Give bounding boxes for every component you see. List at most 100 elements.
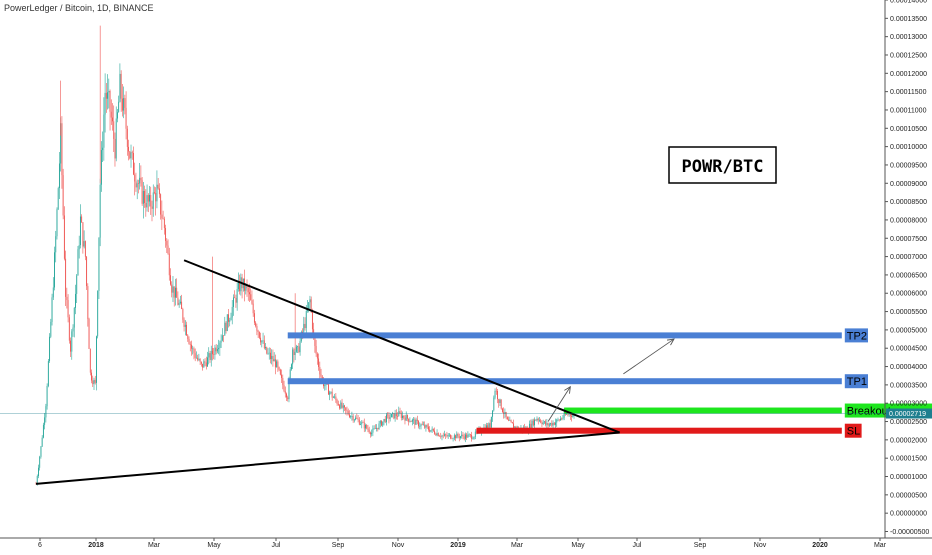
candle-body bbox=[38, 467, 39, 477]
candle-body bbox=[453, 435, 455, 439]
time-axis: 6 2018 Mar May Jul Sep Nov 2019 Mar May Jul Sep Nov 2… bbox=[0, 537, 932, 549]
level-label: TP2 bbox=[847, 330, 867, 342]
candle-body bbox=[331, 391, 333, 398]
candle-body bbox=[49, 336, 51, 362]
candle-body bbox=[168, 253, 170, 276]
candle-body bbox=[215, 347, 217, 352]
candle-body bbox=[131, 152, 133, 154]
candle-body bbox=[299, 341, 301, 353]
candle-body bbox=[239, 282, 241, 292]
candle-body bbox=[456, 433, 458, 439]
candle-body bbox=[141, 180, 143, 204]
candle-body bbox=[552, 422, 554, 426]
candle-body bbox=[56, 209, 58, 237]
candle-body bbox=[405, 415, 407, 421]
projection-arrow bbox=[547, 386, 571, 422]
time-tick-label: 2019 bbox=[450, 542, 466, 549]
candle-body bbox=[350, 416, 352, 418]
candle-body bbox=[57, 188, 59, 210]
candle-body bbox=[186, 324, 187, 336]
time-tick-label: Nov bbox=[392, 542, 405, 549]
price-tick-label: 0.00011000 bbox=[890, 107, 927, 114]
candle-body bbox=[256, 326, 258, 331]
candle-body bbox=[342, 405, 344, 408]
price-tick-label: 0.00002000 bbox=[890, 437, 927, 444]
candle-body bbox=[47, 361, 49, 386]
candle-body bbox=[530, 423, 532, 428]
candle-body bbox=[140, 177, 142, 181]
price-tick-label: 0.00008500 bbox=[890, 199, 927, 206]
candle-body bbox=[240, 277, 242, 292]
candle-body bbox=[142, 190, 144, 204]
candle-body bbox=[258, 332, 260, 338]
candle-body bbox=[336, 399, 338, 404]
candle-body bbox=[253, 313, 255, 323]
candle-body bbox=[204, 361, 206, 363]
candle-body bbox=[174, 287, 176, 298]
candle-body bbox=[541, 422, 543, 425]
candle-body bbox=[130, 152, 132, 159]
candle-body bbox=[473, 436, 475, 439]
candle-body bbox=[279, 369, 281, 375]
candle-body bbox=[166, 240, 168, 246]
candle-body bbox=[357, 418, 359, 420]
candle-body bbox=[119, 73, 121, 102]
candle-body bbox=[252, 303, 254, 314]
candle-body bbox=[455, 435, 457, 439]
level-label: TP1 bbox=[847, 376, 867, 388]
candle-body bbox=[441, 435, 443, 437]
time-tick-label: Mar bbox=[874, 542, 887, 549]
candle-body bbox=[474, 431, 476, 437]
candle-body bbox=[87, 286, 89, 320]
candle-body bbox=[337, 403, 339, 406]
candle-body bbox=[315, 345, 317, 354]
candle-body bbox=[344, 405, 345, 408]
candle-body bbox=[500, 399, 502, 409]
candle-body bbox=[113, 121, 115, 139]
candle-body bbox=[341, 402, 343, 408]
candle-body bbox=[200, 361, 202, 364]
candle-body bbox=[91, 372, 92, 381]
candle-body bbox=[469, 434, 471, 436]
candle-body bbox=[76, 275, 78, 294]
candle-body bbox=[202, 363, 204, 368]
candle-body bbox=[255, 322, 257, 327]
candle-body bbox=[511, 422, 513, 424]
candle-body bbox=[121, 98, 123, 111]
candle-body bbox=[158, 188, 160, 195]
candle-body bbox=[502, 408, 503, 412]
candle-body bbox=[488, 423, 490, 428]
time-tick-label: Mar bbox=[511, 542, 524, 549]
candle-body bbox=[184, 324, 186, 327]
price-tick-label: 0.00010000 bbox=[890, 144, 927, 151]
price-tick-label: 0.00005000 bbox=[890, 327, 927, 334]
last-price-label: 0.00002719 bbox=[889, 411, 926, 418]
candle-body bbox=[386, 414, 387, 423]
price-tick-label: 0.00002500 bbox=[890, 419, 927, 426]
candle-body bbox=[179, 301, 181, 304]
candle-body bbox=[135, 181, 137, 188]
candle-body bbox=[188, 339, 190, 344]
candle-body bbox=[288, 380, 290, 400]
candle-body bbox=[247, 288, 249, 293]
candle-body bbox=[431, 428, 433, 431]
candle-body bbox=[81, 216, 83, 223]
candle-body bbox=[155, 192, 157, 202]
candle-body bbox=[510, 420, 512, 423]
candle-body bbox=[294, 351, 296, 356]
price-tick-label: 0.00007000 bbox=[890, 254, 927, 261]
candle-body bbox=[547, 423, 549, 426]
candle-body bbox=[290, 364, 292, 370]
candle-body bbox=[266, 347, 268, 354]
candle-body bbox=[203, 361, 205, 368]
candle-body bbox=[419, 426, 421, 427]
candle-body bbox=[367, 428, 369, 430]
candle-body bbox=[358, 419, 360, 425]
candle-body bbox=[542, 422, 544, 425]
candle-body bbox=[435, 433, 437, 436]
time-tick-label: 2018 bbox=[88, 542, 104, 549]
candle-body bbox=[281, 374, 283, 378]
candle-body bbox=[384, 418, 386, 423]
candle-body bbox=[60, 123, 62, 164]
